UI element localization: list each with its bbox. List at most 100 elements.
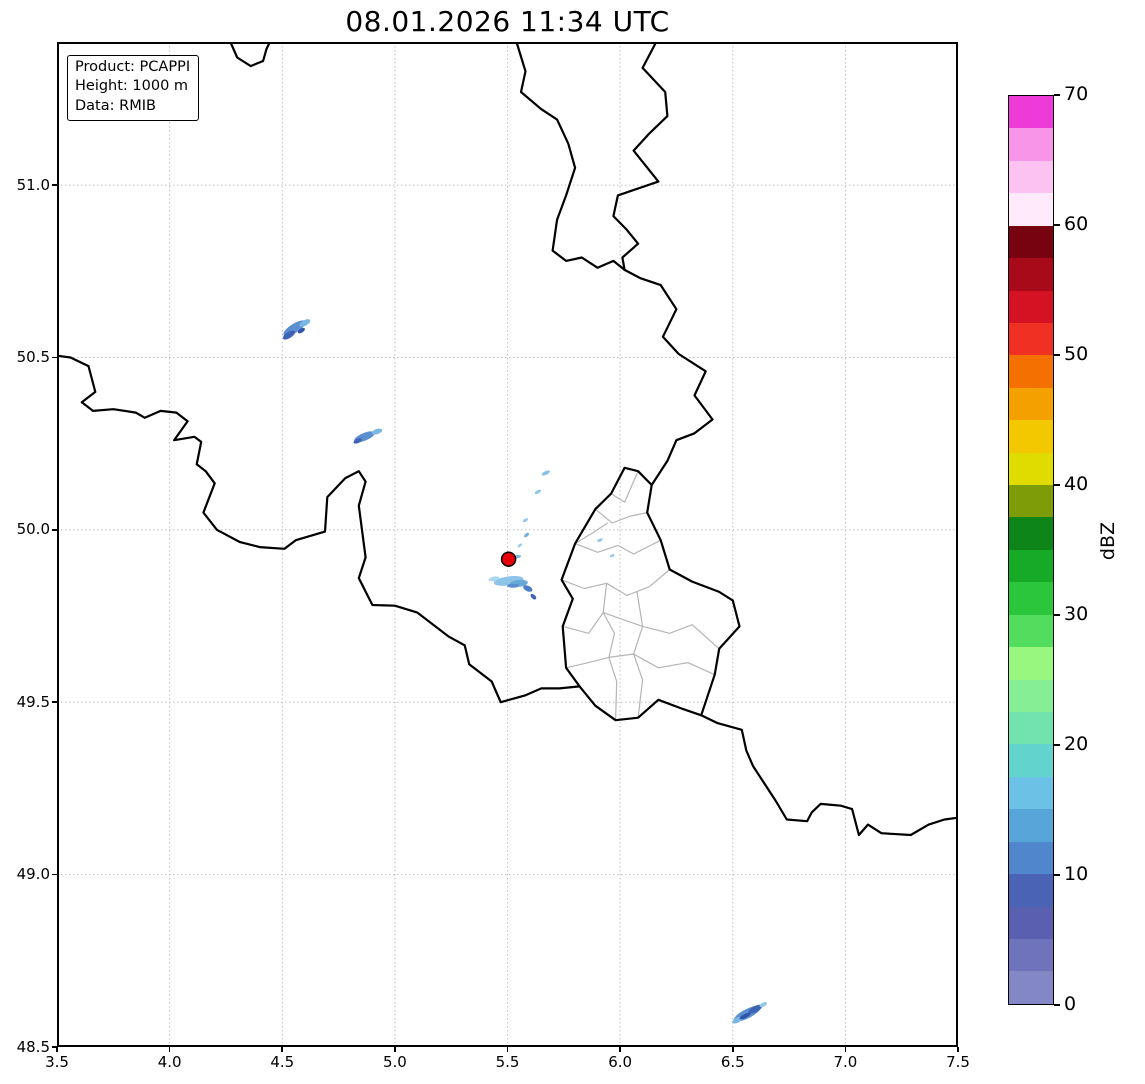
x-axis-tickmark bbox=[56, 1047, 58, 1052]
info-product-line: Product: PCAPPI bbox=[75, 59, 191, 75]
colorbar-band bbox=[1009, 549, 1053, 583]
country-border bbox=[229, 42, 271, 68]
colorbar-band bbox=[1009, 517, 1053, 550]
colorbar-tickmark bbox=[1054, 874, 1060, 876]
district-border bbox=[565, 653, 715, 676]
colorbar-band bbox=[1009, 193, 1053, 226]
x-axis-tickmark bbox=[844, 1047, 847, 1052]
colorbar-band bbox=[1009, 906, 1053, 939]
colorbar-band bbox=[1009, 647, 1053, 680]
colorbar-band bbox=[1009, 258, 1053, 291]
x-axis-tick-label: 5.5 bbox=[495, 1053, 520, 1071]
district-border bbox=[594, 508, 648, 524]
precipitation-echo bbox=[353, 438, 362, 444]
x-axis-tick-label: 6.0 bbox=[608, 1053, 633, 1071]
precipitation-echo bbox=[488, 576, 500, 582]
country-border bbox=[560, 466, 741, 722]
y-axis-tickmark bbox=[52, 529, 57, 531]
colorbar-band bbox=[1009, 776, 1053, 810]
country-border bbox=[57, 354, 581, 704]
product-info-box: Product: PCAPPI Height: 1000 m Data: RMI… bbox=[67, 55, 200, 121]
district-border bbox=[602, 583, 618, 721]
colorbar-band bbox=[1009, 96, 1053, 129]
country-border bbox=[515, 42, 626, 271]
colorbar-band bbox=[1009, 420, 1053, 453]
colorbar-band bbox=[1009, 874, 1053, 907]
colorbar-band bbox=[1009, 614, 1053, 648]
x-axis-tickmark bbox=[506, 1047, 509, 1052]
x-axis-tickmark bbox=[619, 1047, 621, 1052]
colorbar-tick-label: 50 bbox=[1064, 343, 1089, 365]
precipitation-echo bbox=[739, 1012, 751, 1020]
colorbar-band bbox=[1009, 712, 1053, 745]
colorbar-tickmark bbox=[1054, 224, 1060, 226]
colorbar-band bbox=[1009, 160, 1053, 194]
colorbar-tick-label: 70 bbox=[1064, 83, 1089, 105]
colorbar-band bbox=[1009, 355, 1053, 388]
x-axis-tick-label: 3.5 bbox=[45, 1053, 69, 1071]
district-border bbox=[610, 470, 639, 503]
colorbar-tickmark bbox=[1054, 744, 1060, 746]
figure-title: 08.01.2026 11:34 UTC bbox=[345, 5, 670, 38]
district-border bbox=[574, 522, 609, 545]
colorbar-band bbox=[1009, 322, 1053, 356]
colorbar-band bbox=[1009, 841, 1053, 875]
y-axis-tick-label: 49.0 bbox=[16, 865, 50, 884]
y-axis-tickmark bbox=[52, 184, 57, 186]
precipitation-echo bbox=[530, 593, 537, 600]
colorbar-tickmark bbox=[1054, 94, 1060, 96]
y-axis-tick-label: 48.5 bbox=[16, 1037, 50, 1056]
precipitation-echo bbox=[297, 327, 305, 334]
colorbar-tickmark bbox=[1054, 614, 1060, 616]
colorbar-tick-label: 60 bbox=[1064, 213, 1089, 235]
colorbar-band bbox=[1009, 387, 1053, 421]
colorbar-band bbox=[1009, 452, 1053, 486]
x-axis-tickmark bbox=[394, 1047, 396, 1052]
country-border bbox=[700, 714, 958, 837]
colorbar-tickmark bbox=[1054, 354, 1060, 356]
radar-map bbox=[57, 42, 958, 1047]
district-border bbox=[561, 569, 671, 597]
y-axis-tickmark bbox=[52, 873, 57, 876]
district-border bbox=[574, 539, 661, 555]
info-height-line: Height: 1000 m bbox=[75, 78, 189, 95]
y-axis-tickmark bbox=[52, 1046, 57, 1048]
country-border bbox=[612, 42, 669, 271]
precipitation-echo bbox=[597, 538, 603, 542]
country-border bbox=[623, 268, 714, 487]
map-plot-area: Product: PCAPPI Height: 1000 m Data: RMI… bbox=[57, 42, 958, 1047]
x-axis-tick-label: 7.5 bbox=[946, 1053, 970, 1071]
precipitation-echo bbox=[541, 470, 550, 476]
y-axis-tick-label: 50.0 bbox=[16, 520, 50, 539]
colorbar-tick-label: 0 bbox=[1064, 993, 1077, 1015]
colorbar bbox=[1008, 95, 1054, 1005]
colorbar-band bbox=[1009, 225, 1053, 259]
colorbar-band bbox=[1009, 744, 1053, 777]
precipitation-echo bbox=[371, 428, 383, 435]
colorbar-tick-label: 40 bbox=[1064, 473, 1089, 495]
precipitation-echo bbox=[522, 518, 529, 523]
colorbar-tick-label: 30 bbox=[1064, 603, 1089, 625]
colorbar-band bbox=[1009, 485, 1053, 518]
colorbar-tick-label: 10 bbox=[1064, 863, 1089, 885]
colorbar-band bbox=[1009, 679, 1053, 713]
colorbar-band bbox=[1009, 290, 1053, 323]
precipitation-echo bbox=[524, 532, 530, 538]
colorbar-band bbox=[1009, 971, 1053, 1004]
x-axis-tickmark bbox=[731, 1047, 734, 1052]
y-axis-tick-label: 50.5 bbox=[16, 347, 50, 366]
colorbar-band bbox=[1009, 582, 1053, 615]
x-axis-tick-label: 6.5 bbox=[720, 1053, 745, 1071]
precipitation-echo bbox=[523, 585, 533, 592]
radar-site-marker bbox=[500, 551, 517, 567]
colorbar-tickmark bbox=[1054, 484, 1060, 486]
precipitation-echo bbox=[507, 583, 520, 588]
x-axis-tickmark bbox=[281, 1047, 284, 1052]
x-axis-tick-label: 5.0 bbox=[382, 1053, 407, 1071]
colorbar-band bbox=[1009, 128, 1053, 161]
precipitation-echo bbox=[534, 489, 542, 495]
y-axis-tick-label: 49.5 bbox=[16, 692, 50, 711]
plot-frame bbox=[57, 42, 958, 1047]
precipitation-echo bbox=[748, 1004, 763, 1014]
